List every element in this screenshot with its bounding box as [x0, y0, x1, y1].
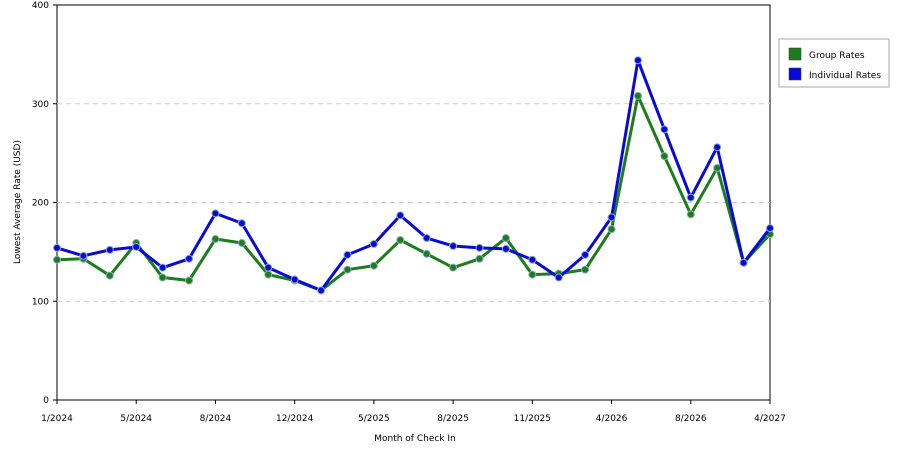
x-tick-label: 8/2025: [437, 414, 469, 424]
point: [158, 273, 167, 282]
point: [686, 193, 695, 202]
y-tick-label: 0: [43, 396, 49, 406]
point: [660, 152, 669, 161]
point: [449, 241, 458, 250]
x-tick-label: 12/2024: [276, 414, 314, 424]
series-line: [56, 58, 772, 292]
point: [53, 255, 61, 264]
x-tick-label: 5/2024: [120, 414, 152, 424]
point: [317, 286, 326, 295]
point: [185, 276, 194, 285]
point: [264, 263, 273, 272]
y-axis-label: Lowest Average Rate (USD): [13, 140, 23, 264]
point: [581, 265, 590, 274]
legend-label: Individual Rates: [809, 71, 881, 81]
x-axis-label: Month of Check In: [374, 434, 456, 444]
point: [211, 209, 220, 218]
x-tick-label: 11/2025: [514, 414, 551, 424]
y-tick-label: 100: [32, 297, 49, 307]
point: [132, 242, 141, 251]
point: [105, 271, 114, 280]
point: [343, 250, 352, 259]
point: [396, 236, 405, 245]
series-line: [56, 94, 772, 292]
x-tick-label: 8/2024: [200, 414, 232, 424]
point: [766, 224, 774, 233]
point: [105, 245, 114, 254]
point: [211, 235, 220, 244]
point: [581, 250, 590, 259]
point: [237, 238, 246, 247]
point: [185, 254, 194, 263]
x-tick-label: 4/2027: [754, 414, 786, 424]
y-tick-label: 200: [32, 199, 49, 209]
point: [369, 261, 378, 270]
point: [396, 211, 405, 220]
point: [528, 255, 537, 264]
y-tick-label: 300: [32, 100, 49, 110]
point: [237, 219, 246, 228]
point: [607, 213, 616, 222]
point: [528, 270, 537, 279]
point: [660, 125, 669, 134]
point: [422, 234, 431, 243]
point: [158, 263, 167, 272]
point: [475, 254, 484, 263]
x-tick-label: 5/2025: [358, 414, 390, 424]
point: [369, 239, 378, 248]
legend-label: Group Rates: [809, 51, 865, 61]
y-tick-label: 400: [32, 1, 49, 11]
point: [713, 163, 722, 172]
point: [501, 244, 510, 253]
point: [633, 56, 642, 65]
x-tick-label: 8/2026: [675, 414, 707, 424]
point: [686, 210, 695, 219]
point: [53, 243, 61, 252]
x-tick-label: 1/2024: [41, 414, 73, 424]
point: [422, 249, 431, 258]
point: [475, 243, 484, 252]
point: [501, 234, 510, 243]
legend-swatch: [788, 67, 802, 81]
point: [264, 270, 273, 279]
point: [449, 263, 458, 272]
legend-swatch: [788, 47, 802, 61]
point: [554, 273, 563, 282]
point: [633, 91, 642, 100]
point: [607, 225, 616, 234]
point: [290, 275, 299, 284]
point: [343, 265, 352, 274]
x-tick-label: 4/2026: [596, 414, 628, 424]
point: [713, 143, 722, 152]
point: [79, 251, 88, 260]
point: [739, 258, 748, 267]
